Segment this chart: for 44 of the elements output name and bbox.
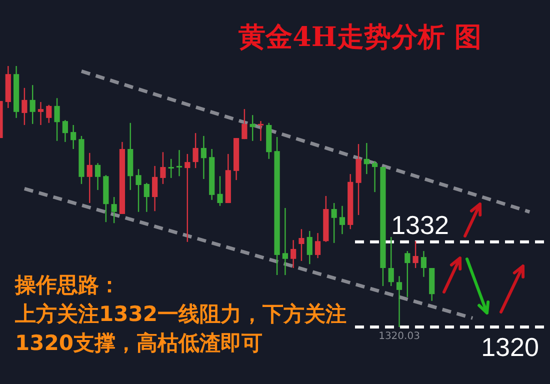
candlestick (372, 160, 378, 193)
candlestick (420, 250, 427, 278)
candlestick (144, 182, 150, 212)
chart-title: 黄金4H走势分析 图 (238, 22, 482, 53)
candlestick (160, 152, 166, 185)
candlestick (250, 114, 256, 142)
candlestick (298, 228, 304, 262)
candlestick (242, 108, 248, 140)
candlestick (192, 132, 198, 169)
text: 1320 (481, 332, 539, 362)
candlestick (176, 149, 182, 177)
candlestick (331, 202, 337, 244)
candlestick (404, 250, 410, 298)
candlestick (22, 87, 28, 126)
annotation: 操作思路： (14, 273, 120, 297)
candlestick (38, 101, 44, 126)
candlestick (388, 236, 394, 287)
text: 1320支撑，高枯低渣即可 (15, 331, 262, 355)
candlestick (94, 162, 101, 191)
candlestick (339, 205, 346, 235)
candlestick (70, 124, 76, 150)
candlestick (136, 168, 142, 212)
annotation: 1320.03 (378, 331, 420, 342)
candlestick (364, 142, 370, 175)
candlestick (306, 230, 312, 265)
candlestick (290, 239, 296, 269)
candlestick (258, 120, 264, 142)
candlestick (412, 240, 418, 269)
candlestick (314, 232, 321, 259)
candlestick (30, 84, 36, 125)
candlestick (62, 119, 68, 143)
candlestick (86, 152, 92, 204)
annotation: 1332 (391, 210, 449, 240)
candlestick (217, 176, 223, 206)
candlestick (184, 153, 190, 243)
candlestick (54, 98, 60, 142)
candlestick (396, 276, 402, 328)
candlestick (111, 196, 117, 224)
annotation: 上方关注1332一线阻力，下方关注 (14, 302, 346, 326)
candlestick (46, 104, 52, 124)
candlestick (168, 158, 174, 179)
candlestick (200, 135, 207, 180)
candlestick (282, 207, 288, 276)
candlestick (152, 165, 158, 212)
